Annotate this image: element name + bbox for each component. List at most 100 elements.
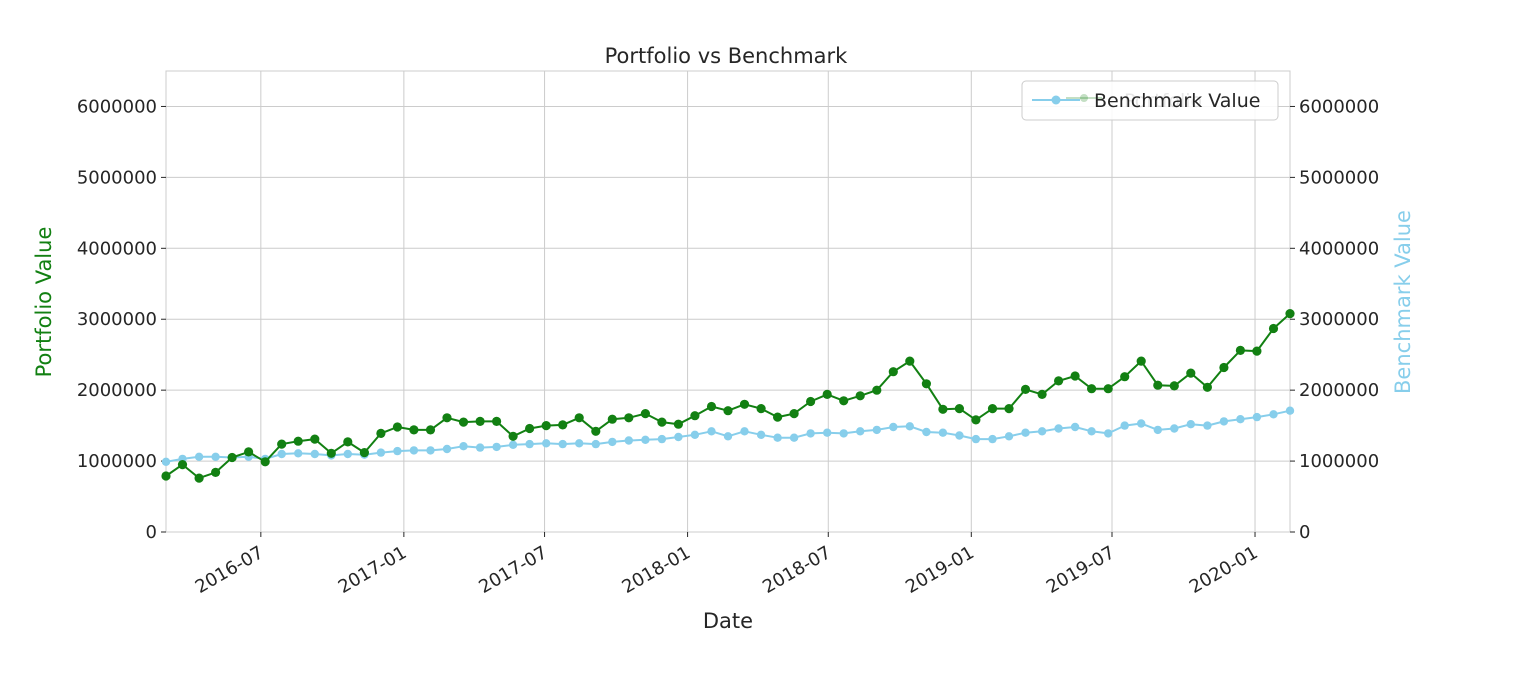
benchmark-point [426, 446, 435, 455]
portfolio-point [541, 421, 551, 431]
portfolio-point [591, 426, 601, 436]
portfolio-point [1004, 404, 1014, 414]
portfolio-point [1202, 382, 1212, 392]
benchmark-point [641, 435, 650, 444]
portfolio-point [872, 385, 882, 395]
portfolio-point [244, 447, 254, 457]
benchmark-point [1285, 406, 1295, 415]
portfolio-point [475, 416, 485, 426]
benchmark-point [442, 444, 452, 454]
benchmark-point [806, 429, 815, 438]
benchmark-point [674, 432, 683, 442]
portfolio-point [508, 431, 518, 441]
portfolio-point [1219, 362, 1229, 373]
x-tick-label: 2018-07 [759, 542, 835, 598]
portfolio-point [425, 425, 436, 435]
benchmark-point [475, 443, 485, 452]
legend-box [1021, 80, 1279, 121]
benchmark-point [1104, 429, 1113, 438]
benchmark-point [575, 439, 584, 448]
portfolio-point [839, 396, 849, 406]
portfolio-point [1186, 368, 1196, 378]
benchmark-point [1236, 415, 1245, 424]
portfolio-point [194, 473, 204, 483]
benchmark-point [1269, 410, 1278, 419]
benchmark-point [839, 429, 848, 438]
benchmark-point [310, 449, 319, 459]
benchmark-point [1087, 427, 1096, 436]
right-tick-label: 3000000 [1299, 309, 1379, 330]
benchmark-point [1037, 427, 1047, 436]
portfolio-point [211, 467, 221, 477]
benchmark-point [740, 427, 749, 436]
portfolio-point [987, 404, 998, 414]
portfolio-point [1153, 380, 1163, 390]
portfolio-point [855, 391, 865, 401]
portfolio-point [227, 452, 237, 463]
benchmark-point [1021, 428, 1030, 437]
portfolio-point [458, 417, 469, 427]
benchmark-point [971, 434, 981, 444]
grid [166, 71, 1290, 532]
right-axis-title: Benchmark Value [1391, 210, 1415, 394]
benchmark-point [872, 425, 881, 435]
left-tick-label: 4000000 [77, 238, 157, 259]
portfolio-point [673, 419, 684, 429]
right-tick-label: 4000000 [1299, 238, 1379, 259]
portfolio-point [277, 439, 287, 449]
benchmark-point [690, 430, 700, 439]
benchmark-point [393, 446, 402, 456]
portfolio-point [789, 409, 799, 419]
portfolio-point [1020, 384, 1031, 394]
benchmark-point [194, 452, 204, 461]
right-tick-label: 0 [1299, 522, 1310, 543]
portfolio-point [954, 404, 965, 414]
benchmark-point [988, 434, 997, 444]
portfolio-point [1136, 356, 1146, 366]
portfolio-point [607, 414, 617, 424]
benchmark-point [707, 427, 716, 436]
benchmark-point [1219, 417, 1229, 426]
portfolio-point [1120, 372, 1130, 382]
right-tick-label: 2000000 [1299, 380, 1379, 401]
portfolio-point [657, 417, 667, 427]
portfolio-point [343, 437, 353, 447]
benchmark-point [277, 449, 286, 459]
benchmark-point [376, 448, 386, 457]
portfolio-point [409, 425, 419, 435]
portfolio-point [723, 406, 733, 416]
benchmark-point [1004, 432, 1014, 441]
portfolio-point [706, 401, 717, 412]
portfolio-point [310, 434, 320, 444]
right-tick-label: 1000000 [1299, 451, 1379, 472]
left-tick-label: 2000000 [77, 380, 157, 401]
right-axis: 0 1000000 2000000 3000000 4000000 5000000 6000… [1290, 96, 1379, 543]
right-tick-label: 5000000 [1299, 167, 1379, 188]
benchmark-point [856, 427, 865, 436]
benchmark-point [161, 457, 171, 466]
portfolio-point [1054, 376, 1064, 386]
benchmark-point [459, 442, 468, 451]
portfolio-point [773, 412, 783, 422]
benchmark-point [558, 439, 567, 449]
portfolio-point [739, 399, 750, 409]
benchmark-point [823, 428, 832, 437]
portfolio-point [359, 448, 369, 458]
x-tick-label: 2019-01 [902, 542, 978, 598]
benchmark-point [1203, 421, 1212, 430]
benchmark-point [938, 428, 948, 437]
left-tick-label: 5000000 [77, 167, 157, 188]
left-axis-title: Portfolio Value [32, 227, 56, 378]
portfolio-point [1087, 384, 1097, 394]
portfolio-point [640, 409, 651, 419]
x-tick-label: 2016-07 [192, 542, 268, 598]
portfolio-point [376, 428, 386, 438]
portfolio-point [938, 404, 948, 414]
left-axis: 0 1000000 2000000 3000000 4000000 5000000 6000… [77, 96, 166, 543]
portfolio-point [1103, 384, 1113, 394]
benchmark-point [409, 446, 419, 455]
benchmark-point [542, 439, 551, 448]
benchmark-point [657, 434, 667, 444]
benchmark-point [922, 427, 931, 437]
benchmark-point [756, 430, 766, 439]
